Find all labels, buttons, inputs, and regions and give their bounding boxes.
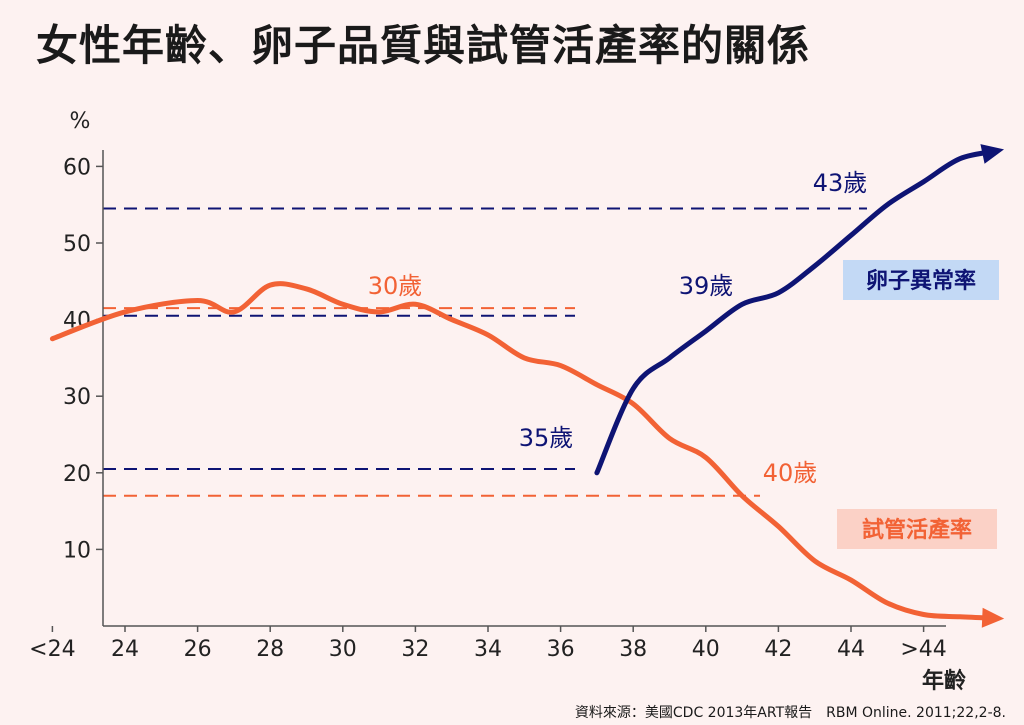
- y-axis-label: %: [70, 109, 91, 134]
- x-tick-label: >44: [900, 637, 946, 662]
- age-annotation: 35歲: [519, 424, 574, 452]
- x-tick-label: 36: [547, 637, 575, 662]
- x-tick-label: 24: [111, 637, 139, 662]
- x-tick-label: 38: [619, 637, 647, 662]
- live-birth-arrowhead: [981, 607, 1005, 628]
- x-tick-label: 32: [401, 637, 429, 662]
- x-tick-label: 26: [184, 637, 212, 662]
- x-tick-label: 30: [329, 637, 357, 662]
- age-annotation: 30歲: [368, 272, 423, 300]
- age-annotation: 43歲: [813, 169, 868, 197]
- legend-label: 試管活產率: [862, 517, 972, 543]
- x-tick-label: 42: [764, 637, 792, 662]
- egg-abnormal-arrowhead: [980, 144, 1005, 164]
- legend-box: [837, 509, 997, 549]
- egg-abnormal-rate-line: [594, 148, 999, 476]
- x-tick-label: 34: [474, 637, 502, 662]
- x-tick-label: 40: [692, 637, 720, 662]
- y-tick-label: 50: [63, 232, 91, 257]
- chart-title: 女性年齡、卵子品質與試管活產率的關係: [36, 21, 811, 70]
- legend-box: [843, 260, 999, 300]
- y-tick-label: 60: [63, 155, 91, 180]
- x-tick-label: <24: [29, 637, 75, 662]
- x-tick-label: 28: [256, 637, 284, 662]
- age-annotation: 39歲: [679, 272, 734, 300]
- legend-label: 卵子異常率: [866, 268, 976, 294]
- x-tick-label: 44: [837, 637, 865, 662]
- age-annotation: 40歲: [763, 459, 818, 487]
- x-axis-label: 年齡: [922, 668, 966, 694]
- y-tick-label: 20: [63, 462, 91, 487]
- source-note: 資料來源：美國CDC 2013年ART報告 RBM Online. 2011;2…: [574, 705, 1006, 721]
- live-birth-rate-line: [49, 281, 999, 621]
- y-tick-label: 10: [63, 538, 91, 563]
- y-tick-label: 30: [63, 385, 91, 410]
